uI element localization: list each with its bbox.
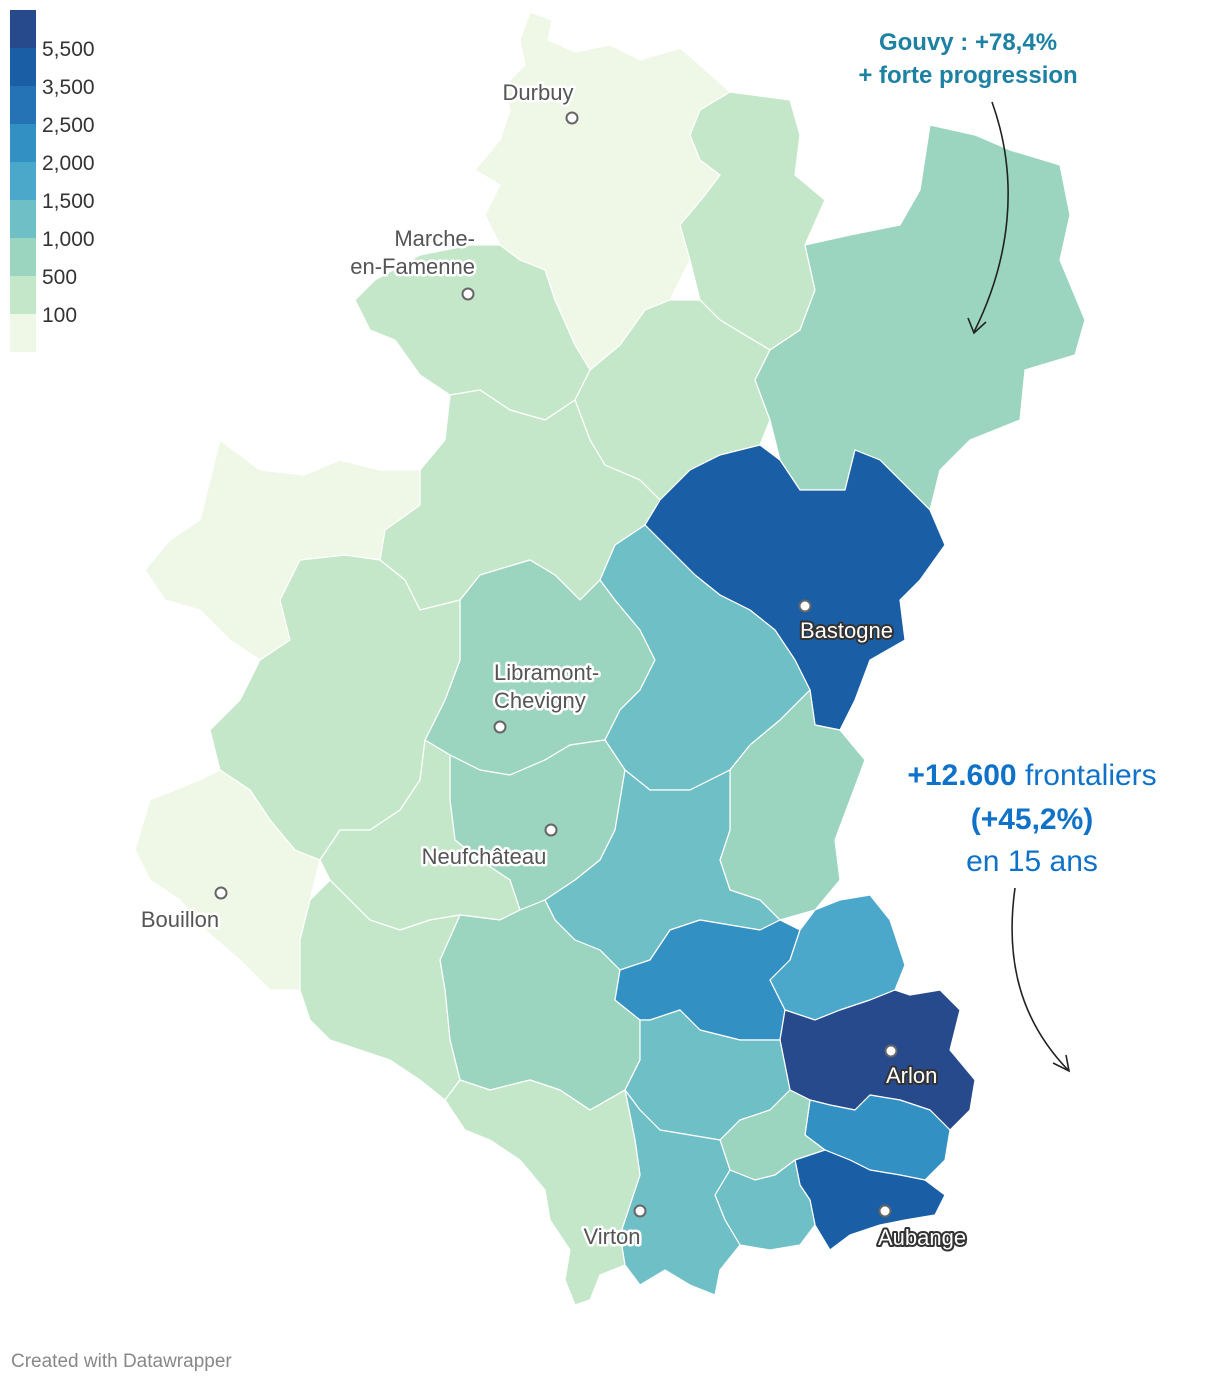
annotation-main-arrowhead [1052, 1054, 1071, 1073]
city-label-neufchateau: Neufchâteau [422, 844, 547, 869]
legend-label-5500: 5,500 [42, 38, 95, 61]
legend-label-2500: 2,500 [42, 114, 95, 137]
city-dot-bastogne [798, 599, 812, 613]
region-florenville[interactable] [299, 879, 461, 1101]
legend-swatch-500 [10, 238, 36, 276]
city-label-arlon: Arlon [886, 1063, 937, 1088]
legend-label-500: 500 [42, 266, 77, 289]
legend-label-3500: 3,500 [42, 76, 95, 99]
region-rouvroy[interactable] [444, 1079, 641, 1306]
city-dot-neufchateau [544, 823, 558, 837]
annotation-gouvy-line1: Gouvy : +78,4% [879, 29, 1057, 56]
annotation-main-line2: (+45,2%) [971, 803, 1094, 836]
city-dot-bouillon [214, 886, 228, 900]
city-label-bastogne: Bastogne [800, 618, 893, 643]
municipality-regions [134, 11, 1086, 1306]
city-markers: Durbuy Marche- en-Famenne Libramont- Che… [138, 78, 968, 1253]
legend-swatch-1000 [10, 200, 36, 238]
city-label-bouillon: Bouillon [141, 907, 219, 932]
city-dot-durbuy [565, 111, 579, 125]
annotation-main-arrow [1011, 887, 1069, 1071]
city-label-aubange: Aubange [878, 1225, 966, 1250]
legend-swatch-100 [10, 276, 36, 314]
annotation-main-rest: frontaliers [1017, 759, 1157, 792]
legend-label-1000: 1,000 [42, 228, 95, 251]
legend-swatch-5500 [10, 10, 36, 48]
annotation-main-line3: en 15 ans [966, 845, 1098, 878]
city-dot-libramont [493, 720, 507, 734]
legend-swatch-2000 [10, 124, 36, 162]
annotation-main-bold: +12.600 [907, 759, 1016, 792]
city-label-libramont-line1: Libramont- [494, 660, 599, 685]
legend-label-100: 100 [42, 304, 77, 327]
city-dot-virton [633, 1204, 647, 1218]
legend-label-1500: 1,500 [42, 190, 95, 213]
legend-swatch-2500 [10, 86, 36, 124]
legend-swatch-3500 [10, 48, 36, 86]
legend-swatch-1500 [10, 162, 36, 200]
annotation-gouvy-arrow [973, 101, 1009, 333]
color-legend: 5,500 3,500 2,500 2,000 1,500 1,000 500 100 [10, 10, 95, 352]
annotation-gouvy-line2: + forte progression [858, 62, 1077, 89]
city-label-virton: Virton [583, 1224, 640, 1249]
city-label-marche-line2: en-Famenne [350, 254, 475, 279]
city-dot-arlon [884, 1044, 898, 1058]
annotations: Gouvy : +78,4% + forte progression +12.6… [858, 29, 1157, 1073]
annotation-gouvy-arrowhead [967, 317, 987, 335]
legend-swatch-lowest [10, 314, 36, 352]
city-label-marche-line1: Marche- [394, 226, 475, 251]
city-label-libramont-line2: Chevigny [494, 688, 586, 713]
city-dot-aubange [878, 1204, 892, 1218]
city-label-durbuy: Durbuy [503, 80, 574, 105]
datawrapper-credit[interactable]: Created with Datawrapper [11, 1351, 232, 1372]
annotation-main-line1: +12.600 frontaliers [907, 759, 1156, 792]
city-dot-marche [461, 287, 475, 301]
legend-label-2000: 2,000 [42, 152, 95, 175]
